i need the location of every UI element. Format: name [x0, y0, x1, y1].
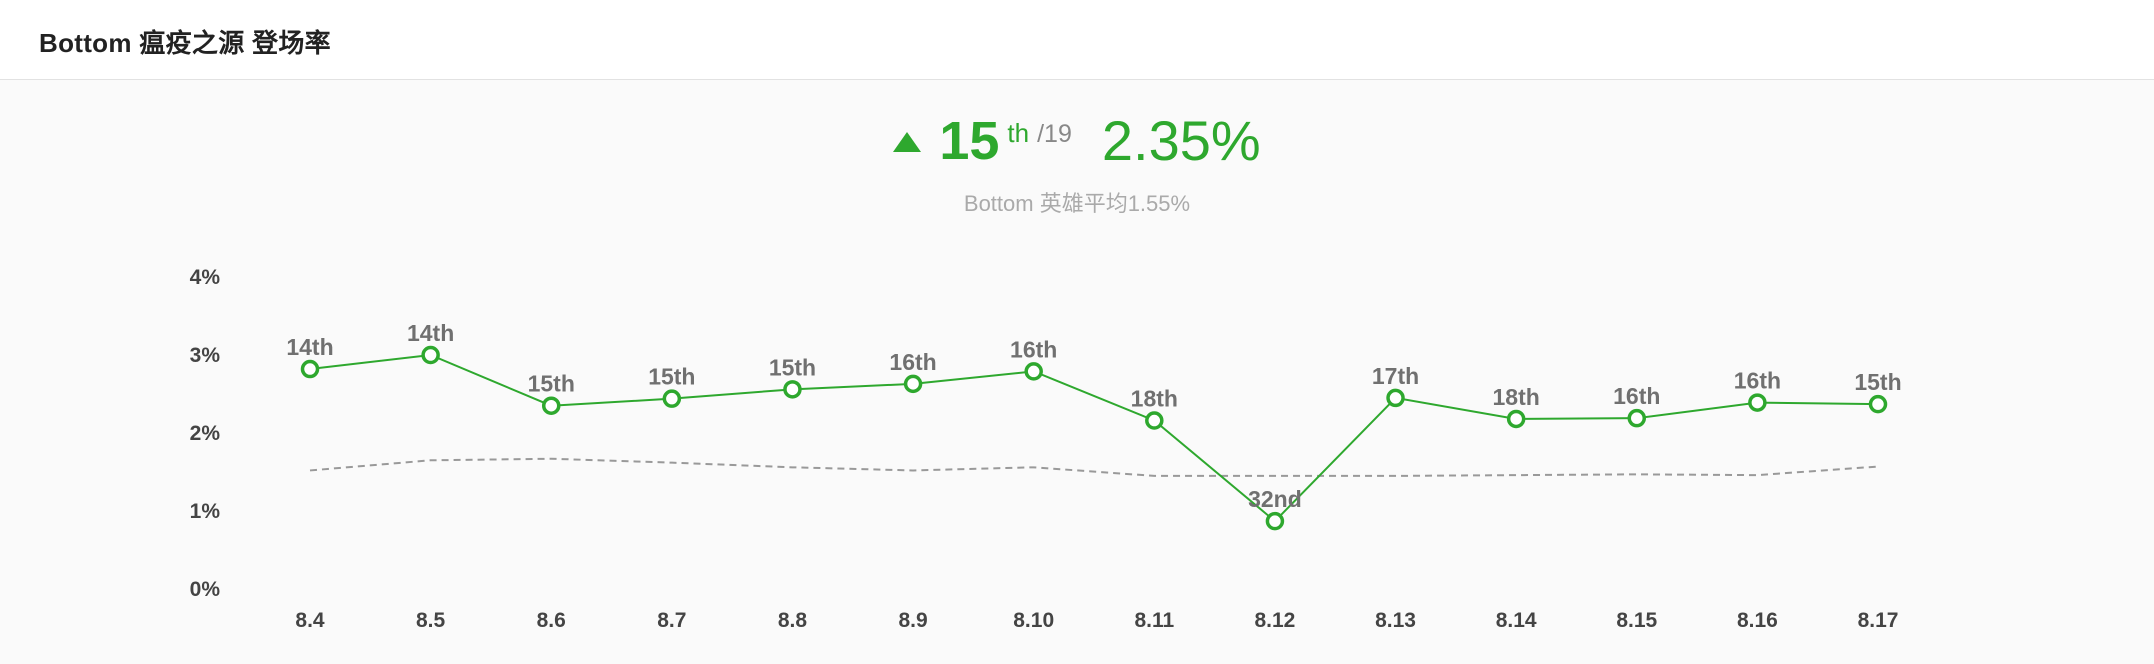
rank-data-label: 18th [1131, 386, 1178, 412]
rank-data-label: 15th [648, 364, 695, 390]
data-point-marker [662, 389, 682, 408]
x-tick-label: 8.14 [1496, 609, 1537, 632]
pick-rate-value: 2.35% [1101, 109, 1261, 172]
rank-data-label: 16th [1734, 368, 1781, 394]
x-tick-label: 8.12 [1254, 609, 1295, 632]
average-series-line [309, 457, 1879, 477]
data-point-marker [783, 380, 802, 399]
x-tick-label: 8.4 [295, 609, 325, 632]
rank-data-label: 15th [1854, 369, 1901, 395]
rank-suffix: th [1007, 118, 1030, 148]
x-tick-label: 8.16 [1737, 609, 1778, 632]
rank-total: /19 [1037, 120, 1072, 148]
rank-data-label: 16th [1613, 383, 1660, 409]
x-tick-label: 8.15 [1616, 609, 1657, 632]
data-point-marker [1627, 408, 1647, 428]
rank-data-label: 14th [286, 334, 333, 360]
x-tick-label: 8.9 [898, 609, 927, 632]
x-tick-label: 8.10 [1013, 609, 1054, 632]
rank-data-label: 18th [1493, 384, 1540, 410]
y-tick-label: 3% [190, 344, 221, 367]
data-point-marker [1748, 393, 1767, 412]
rank-number: 15 [939, 111, 1000, 171]
average-note: Bottom 英雄平均1.55% [963, 191, 1191, 216]
data-point-marker [903, 374, 923, 394]
pick-rate-series-line [309, 353, 1879, 523]
data-point-marker [1386, 388, 1405, 408]
data-point-marker [1024, 362, 1043, 381]
x-tick-label: 8.7 [657, 609, 686, 632]
rank-data-label: 17th [1372, 363, 1419, 389]
rank-data-label: 32nd [1248, 486, 1302, 512]
data-point-marker [300, 359, 320, 379]
x-tick-label: 8.6 [537, 609, 566, 632]
data-point-marker [1506, 409, 1526, 429]
x-tick-label: 8.5 [416, 609, 446, 632]
rank-summary: 15 th /19 2.35% [0, 108, 2154, 172]
triangle-up-icon [893, 132, 922, 152]
data-point-marker [421, 345, 440, 365]
panel-title: Bottom 瘟疫之源 登场率 [39, 28, 331, 58]
y-tick-label: 4% [190, 266, 221, 289]
data-point-marker [1265, 511, 1285, 531]
panel-header: Bottom 瘟疫之源 登场率 [0, 0, 2154, 80]
y-tick-label: 1% [190, 500, 221, 523]
x-tick-label: 8.11 [1134, 609, 1174, 632]
x-tick-label: 8.13 [1375, 609, 1416, 632]
rank-data-label: 16th [889, 349, 936, 375]
y-tick-label: 2% [190, 422, 221, 445]
rank-data-label: 16th [1010, 336, 1057, 362]
data-point-marker [1868, 394, 1888, 414]
x-tick-label: 8.8 [778, 609, 808, 632]
rank-data-label: 15th [769, 354, 816, 380]
data-point-marker [1145, 411, 1164, 430]
y-tick-label: 0% [190, 578, 221, 601]
rank-data-label: 14th [407, 320, 454, 346]
x-tick-label: 8.17 [1858, 609, 1899, 632]
rank-data-label: 15th [528, 371, 575, 397]
data-point-marker [541, 396, 561, 415]
